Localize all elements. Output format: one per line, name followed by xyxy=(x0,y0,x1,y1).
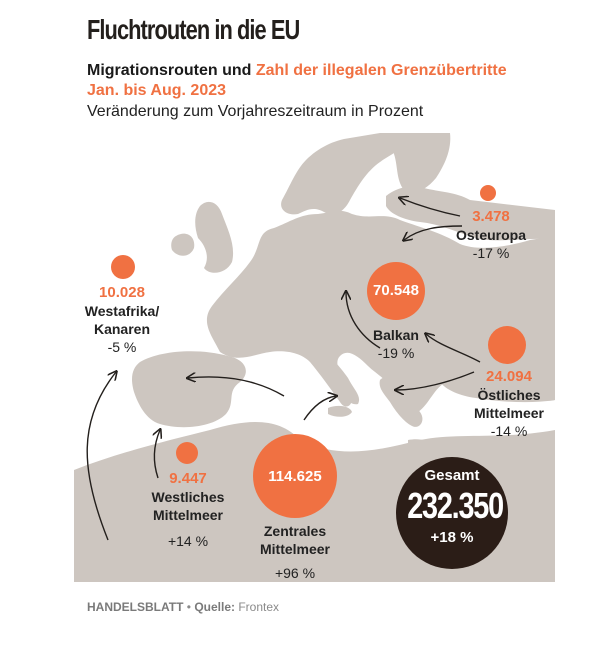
arrow-osteuropa-north xyxy=(400,198,461,217)
bubble-value-zentrales: 114.625 xyxy=(268,468,322,485)
value-westafrika: 10.028 xyxy=(99,284,145,301)
change-zentrales: +96 % xyxy=(274,565,316,581)
land-ireland xyxy=(171,233,195,256)
route-name-westliches-line2: Mittelmeer xyxy=(152,507,224,523)
subtitle-change-note: Veränderung zum Vorjahreszeitraum in Pro… xyxy=(87,103,424,120)
label-zentrales: Zentrales Mittelmeer +96 % xyxy=(246,522,344,582)
change-oestliches: -14 % xyxy=(490,423,528,439)
route-name-westafrika-line2: Kanaren xyxy=(93,321,151,337)
subtitle-prefix: Migrationsrouten und xyxy=(87,62,256,79)
subtitle: Migrationsrouten und Zahl der illegalen … xyxy=(87,62,507,80)
bubble-oestliches xyxy=(488,326,526,364)
source-separator: • xyxy=(183,600,195,614)
total-label: Gesamt xyxy=(424,467,480,484)
land-sicily xyxy=(328,405,352,417)
change-osteuropa: -17 % xyxy=(472,245,510,261)
change-balkan: -19 % xyxy=(377,345,415,361)
label-balkan: Balkan -19 % xyxy=(360,326,432,362)
subtitle-highlight: Zahl der illegalen Grenzübertritte xyxy=(255,62,507,79)
land-greece xyxy=(379,375,423,427)
subtitle-period: Jan. bis Aug. 2023 xyxy=(87,82,227,99)
route-name-zentrales-line1: Zentrales xyxy=(263,523,327,539)
page-title: Fluchtrouten in die EU xyxy=(87,14,300,45)
arrow-oestliches-to-greece xyxy=(396,371,475,390)
total-value: 232.350 xyxy=(407,485,504,526)
total-change: +18 % xyxy=(430,529,474,546)
bubble-westliches xyxy=(176,442,198,464)
land-iberia xyxy=(132,351,246,428)
source-label: Quelle: xyxy=(194,600,235,614)
source-name: Frontex xyxy=(235,600,280,614)
value-westliches: 9.447 xyxy=(169,470,207,487)
label-osteuropa: 3.478 Osteuropa -17 % xyxy=(448,208,534,262)
land-turkey xyxy=(440,358,555,403)
land-britain xyxy=(195,201,234,273)
route-name-zentrales-line2: Mittelmeer xyxy=(259,541,331,557)
land-baltics xyxy=(386,186,555,241)
land-scandinavia xyxy=(281,133,420,215)
route-name-oestliches-line1: Östliches xyxy=(477,387,541,403)
route-name-osteuropa: Osteuropa xyxy=(455,227,526,243)
bubble-osteuropa xyxy=(480,185,496,201)
route-name-westliches-line1: Westliches xyxy=(151,489,225,505)
arrow-balkan xyxy=(346,292,381,349)
route-name-balkan: Balkan xyxy=(373,327,419,343)
land-finland xyxy=(392,133,451,193)
label-oestliches: 24.094 Östliches Mittelmeer -14 % xyxy=(464,368,554,440)
label-westafrika: 10.028 Westafrika/ Kanaren -5 % xyxy=(72,284,172,356)
arrow-zentrales-to-italy xyxy=(303,396,336,421)
arrow-zentrales-to-spain xyxy=(188,377,285,397)
source-org: HANDELSBLATT xyxy=(87,600,184,614)
label-westliches: 9.447 Westliches Mittelmeer +14 % xyxy=(140,470,236,550)
change-westafrika: -5 % xyxy=(107,339,137,355)
arrow-osteuropa-west xyxy=(404,225,463,240)
bubble-zentrales xyxy=(253,434,337,518)
bubble-value-balkan: 70.548 xyxy=(373,282,419,299)
bubble-balkan xyxy=(367,262,425,320)
land-italy xyxy=(298,328,360,405)
change-westliches: +14 % xyxy=(167,533,209,549)
land-crete xyxy=(408,439,432,447)
arrow-oestliches-to-balkan xyxy=(426,334,481,363)
route-name-oestliches-line2: Mittelmeer xyxy=(473,405,545,421)
arrow-westliches xyxy=(154,430,160,479)
value-oestliches: 24.094 xyxy=(486,368,532,385)
route-name-westafrika-line1: Westafrika/ xyxy=(84,303,160,319)
arrow-westafrika xyxy=(86,372,116,541)
total-badge: Gesamt 232.350 +18 % xyxy=(396,457,508,569)
value-osteuropa: 3.478 xyxy=(472,208,510,225)
source-footer: HANDELSBLATT • Quelle: Frontex xyxy=(87,600,279,614)
bubble-westafrika xyxy=(111,255,135,279)
